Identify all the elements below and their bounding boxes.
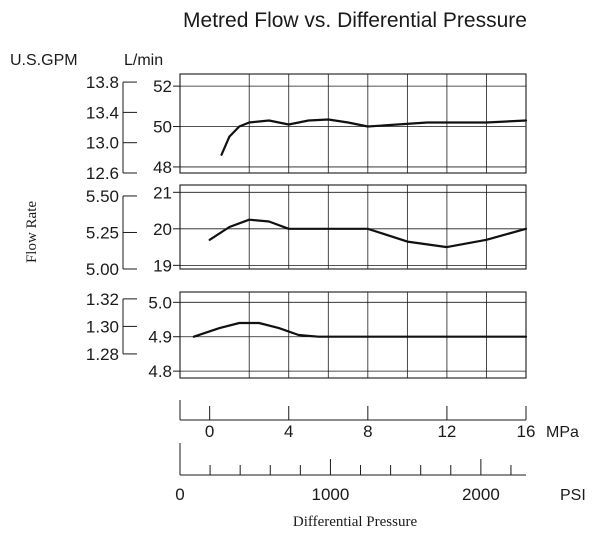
gpm-tick-label: 13.0 bbox=[86, 134, 119, 153]
mpa-tick-label: 12 bbox=[437, 422, 456, 441]
lmin-tick-label: 21 bbox=[153, 183, 172, 202]
flow-rate-series-line bbox=[208, 218, 528, 249]
lmin-tick-label: 20 bbox=[153, 220, 172, 239]
gpm-tick-label: 5.00 bbox=[86, 260, 119, 279]
gpm-unit-label: U.S.GPM bbox=[10, 52, 78, 69]
chart-title: Metred Flow vs. Differential Pressure bbox=[183, 9, 527, 32]
psi-tick-label: 0 bbox=[175, 485, 184, 504]
lmin-tick-label: 50 bbox=[153, 118, 172, 137]
lmin-tick-label: 52 bbox=[153, 77, 172, 96]
gpm-tick-label: 13.8 bbox=[86, 73, 119, 92]
psi-tick-label: 1000 bbox=[312, 485, 350, 504]
psi-tick-label: 2000 bbox=[462, 485, 500, 504]
mpa-tick-label: 16 bbox=[517, 422, 536, 441]
x-axis-label: Differential Pressure bbox=[293, 514, 418, 530]
y-axis-label: Flow Rate bbox=[24, 201, 40, 263]
lmin-tick-label: 19 bbox=[153, 256, 172, 275]
mpa-tick-label: 0 bbox=[205, 422, 214, 441]
gpm-tick-label: 5.50 bbox=[86, 187, 119, 206]
panel-frame bbox=[179, 73, 527, 174]
panel-frame bbox=[179, 291, 527, 379]
lmin-tick-label: 48 bbox=[153, 158, 172, 177]
gpm-tick-label: 1.32 bbox=[86, 290, 119, 309]
flow-rate-series-line bbox=[192, 321, 528, 338]
chart-marks: 48505213.813.413.012.61920215.505.255.00… bbox=[86, 73, 536, 504]
mpa-tick-label: 4 bbox=[284, 422, 293, 441]
gpm-tick-label: 1.28 bbox=[86, 345, 119, 364]
lmin-unit-label: L/min bbox=[124, 52, 163, 69]
gpm-tick-label: 13.4 bbox=[86, 103, 119, 122]
lmin-tick-label: 5.0 bbox=[148, 293, 172, 312]
mpa-tick-label: 8 bbox=[363, 422, 372, 441]
psi-unit-label: PSI bbox=[560, 487, 586, 504]
lmin-tick-label: 4.9 bbox=[148, 328, 172, 347]
gpm-tick-label: 1.30 bbox=[86, 317, 119, 336]
gpm-tick-label: 12.6 bbox=[86, 164, 119, 183]
flow-rate-series-line bbox=[220, 118, 528, 156]
lmin-tick-label: 4.8 bbox=[148, 362, 172, 381]
panel-frame bbox=[179, 184, 527, 270]
gpm-tick-label: 5.25 bbox=[86, 223, 119, 242]
mpa-unit-label: MPa bbox=[546, 424, 579, 441]
